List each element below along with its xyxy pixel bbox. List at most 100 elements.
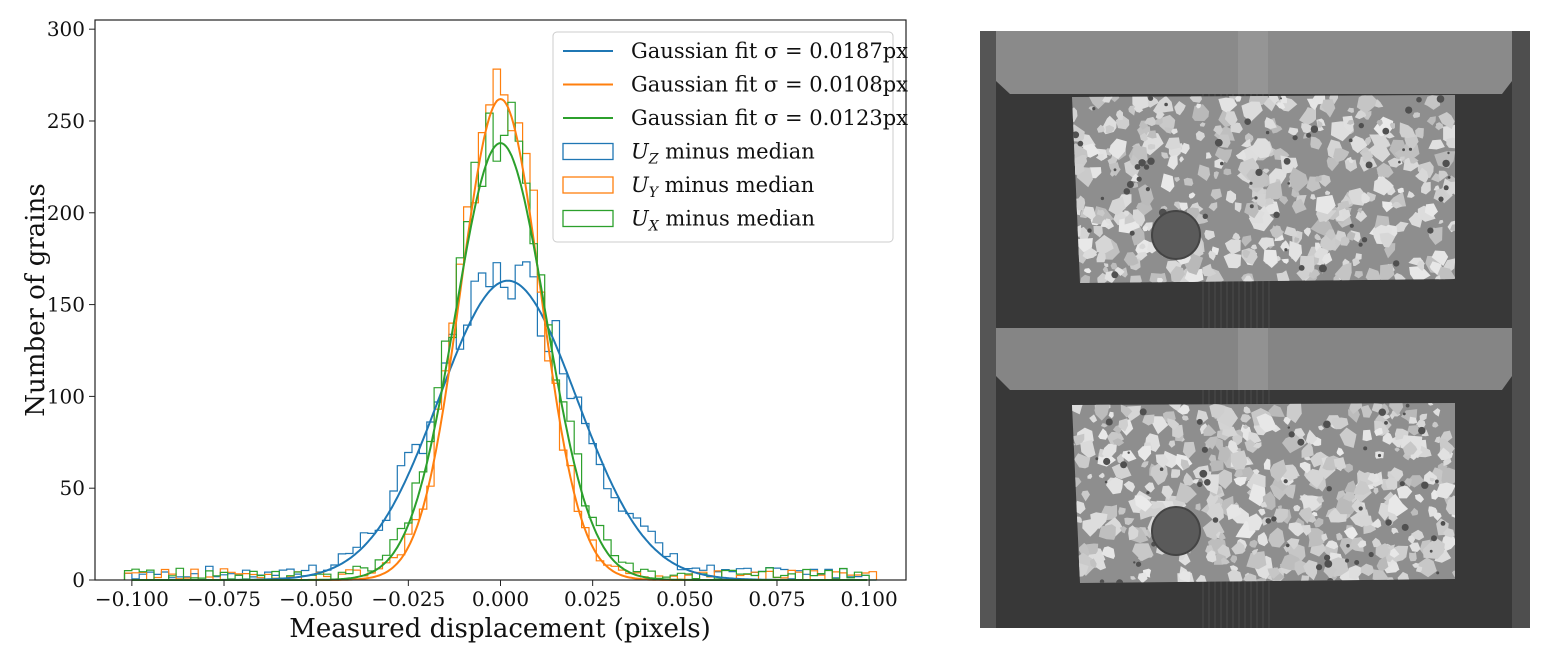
- legend-box-swatch: [562, 176, 614, 194]
- grain: [1180, 459, 1190, 471]
- ct-scan-image: [980, 31, 1530, 628]
- grain: [1202, 263, 1217, 277]
- grain: [1372, 537, 1382, 548]
- grain: [1445, 495, 1455, 517]
- grain: [1361, 192, 1370, 204]
- grain: [1387, 544, 1395, 551]
- pore: [1326, 486, 1332, 492]
- grain: [1256, 413, 1277, 433]
- clamp-center-glint-top: [1238, 31, 1268, 94]
- grain: [1339, 427, 1357, 448]
- grain: [1442, 178, 1455, 197]
- pore: [1199, 469, 1208, 478]
- pore: [1265, 130, 1270, 135]
- grain: [1155, 454, 1169, 468]
- pore: [1100, 196, 1105, 201]
- grain: [1382, 432, 1394, 445]
- grain: [1325, 540, 1339, 550]
- grain: [1103, 263, 1109, 268]
- pore: [1306, 132, 1312, 138]
- y-tick-label: 150: [47, 293, 85, 317]
- pore: [1324, 560, 1333, 568]
- grain: [1389, 122, 1395, 129]
- grain: [1280, 95, 1287, 104]
- pore: [1092, 107, 1096, 111]
- grain: [1182, 441, 1196, 459]
- pore: [1345, 558, 1349, 563]
- grain: [1408, 416, 1418, 424]
- grain: [1384, 500, 1390, 505]
- grain: [1415, 127, 1424, 139]
- grain: [1223, 253, 1242, 269]
- grain: [1251, 548, 1259, 556]
- gaussian-fit-0: [131, 279, 868, 581]
- histogram-0: [123, 261, 877, 581]
- grain: [1410, 507, 1419, 516]
- grain: [1441, 532, 1455, 552]
- grain: [1337, 200, 1350, 211]
- x-tick-label: −0.025: [371, 587, 445, 611]
- grain: [1357, 207, 1363, 214]
- grain: [1336, 532, 1343, 541]
- grain: [1349, 537, 1364, 552]
- grain: [1346, 119, 1355, 125]
- grain: [1132, 182, 1139, 188]
- grain: [1362, 429, 1373, 442]
- grain: [1375, 543, 1391, 560]
- grain: [1167, 418, 1180, 431]
- grain: [1095, 153, 1104, 162]
- grain: [1262, 168, 1270, 174]
- y-tick-label: 50: [60, 476, 85, 500]
- grain: [1089, 558, 1097, 569]
- pore: [1214, 138, 1223, 147]
- grain: [1438, 170, 1449, 182]
- pore: [1447, 176, 1451, 179]
- grain: [1332, 417, 1349, 430]
- grain: [1322, 252, 1333, 265]
- grain: [1346, 231, 1356, 241]
- pore: [1384, 421, 1388, 425]
- grain: [1179, 202, 1188, 211]
- pore: [1287, 182, 1290, 185]
- grain: [1349, 135, 1368, 154]
- grain: [1374, 427, 1383, 437]
- pore: [1212, 517, 1219, 523]
- grain: [1409, 542, 1421, 552]
- grain: [1438, 112, 1455, 130]
- grain: [1373, 487, 1379, 495]
- grain: [1348, 157, 1354, 164]
- grain: [1123, 480, 1136, 493]
- grain: [1443, 528, 1455, 538]
- pore: [1427, 227, 1434, 234]
- pore: [1298, 265, 1305, 271]
- grain: [1415, 167, 1429, 184]
- legend-box-swatch: [562, 209, 614, 228]
- grain: [1417, 445, 1432, 458]
- legend-hist-label: UX minus median: [631, 207, 815, 235]
- grain: [1391, 527, 1399, 535]
- grain: [1094, 403, 1110, 421]
- grain: [1310, 136, 1323, 150]
- grain: [1204, 436, 1218, 450]
- grain: [1269, 459, 1287, 483]
- grain: [1249, 539, 1258, 548]
- grain: [1423, 537, 1445, 559]
- legend: Gaussian fit σ = 0.0187px Gaussian fit σ …: [552, 31, 908, 243]
- grain: [1348, 408, 1360, 423]
- pore: [1138, 159, 1146, 167]
- grain: [1134, 495, 1153, 512]
- pore: [1136, 176, 1142, 182]
- pore: [1146, 491, 1150, 495]
- grain: [1248, 483, 1266, 507]
- grain: [1243, 275, 1254, 283]
- grain: [1167, 154, 1178, 170]
- grain: [1341, 209, 1351, 219]
- x-tick-label: 0.050: [656, 587, 713, 611]
- pore: [1145, 187, 1150, 192]
- grain: [1203, 424, 1217, 436]
- grain: [1357, 540, 1367, 548]
- x-tick-label: 0.025: [564, 587, 621, 611]
- pore: [1416, 96, 1422, 103]
- grain: [1209, 403, 1226, 419]
